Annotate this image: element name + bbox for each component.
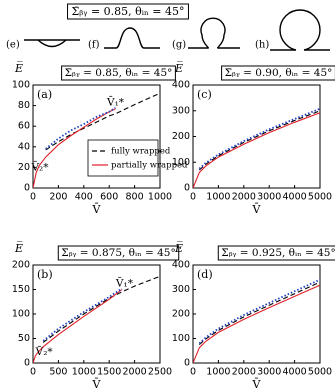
x-axis-label: V̄: [252, 378, 262, 389]
legend-label: partially wrapped: [111, 161, 188, 171]
y-tick-label: 300: [172, 284, 190, 295]
x-tick-label: 500: [49, 367, 67, 378]
shape-label: (f): [88, 40, 100, 51]
x-tick-label: 5000: [308, 367, 332, 378]
y-tick-label: 100: [12, 309, 30, 320]
shape-label: (e): [6, 40, 20, 51]
series-line: [198, 110, 320, 171]
y-tick-label: 0: [24, 358, 30, 369]
y-tick-label: 20: [18, 162, 30, 173]
x-tick-label: 0: [30, 192, 36, 203]
shape-h: [270, 9, 330, 51]
y-tick-label: 0: [184, 183, 190, 194]
x-tick-label: 2500: [148, 367, 172, 378]
x-tick-label: 600: [100, 192, 118, 203]
series-line: [193, 284, 320, 363]
x-tick-label: 1000: [72, 367, 96, 378]
y-axis-label: E̅: [174, 241, 183, 255]
y-axis-label: E̅: [174, 61, 183, 75]
x-tick-label: 0: [190, 367, 196, 378]
x-axis-label: V̄: [92, 203, 102, 216]
chart-title: Σ̄ᵦᵧ = 0.85, θᵢₙ = 45°: [65, 67, 173, 79]
x-tick-label: 2000: [232, 192, 256, 203]
x-tick-label: 800: [126, 192, 144, 203]
panel-label: (c): [197, 88, 212, 101]
series-line: [198, 281, 320, 346]
series-line: [198, 107, 320, 170]
chart-title: Σ̄ᵦᵧ = 0.925, θᵢₙ = 45°: [221, 247, 335, 259]
series-line: [42, 275, 160, 343]
title-box: [217, 245, 335, 261]
x-tick-label: 4000: [283, 192, 307, 203]
plot-frame: [192, 84, 321, 189]
shape-label: (g): [172, 40, 186, 51]
series-line: [33, 108, 116, 188]
shape-e-cap: [37, 39, 67, 48]
y-tick-label: 150: [12, 284, 30, 295]
y-tick-label: 100: [12, 80, 30, 91]
title-box: [221, 65, 335, 81]
series-line: [42, 287, 123, 342]
y-tick-label: 300: [172, 105, 190, 116]
shape-f: [104, 27, 160, 49]
x-tick-label: 400: [75, 192, 93, 203]
y-tick-label: 40: [18, 141, 30, 152]
y-tick-label: 50: [18, 333, 30, 344]
y-tick-label: 0: [24, 183, 30, 194]
shape-g: [188, 17, 240, 49]
x-tick-label: 0: [30, 367, 36, 378]
title-box: [57, 245, 180, 261]
x-tick-label: 3000: [257, 367, 281, 378]
annotation: V̄₂*: [30, 160, 49, 173]
y-tick-label: 200: [12, 260, 30, 271]
panel-label: (b): [37, 268, 53, 281]
series-line: [45, 92, 160, 151]
shape-label: (h): [255, 40, 269, 51]
y-tick-label: 80: [18, 100, 30, 111]
x-tick-label: 2000: [232, 367, 256, 378]
y-tick-label: 200: [172, 131, 190, 142]
plot-frame: [32, 84, 161, 189]
series-line: [45, 106, 116, 150]
x-tick-label: 1000: [148, 192, 172, 203]
title-box: [61, 65, 176, 81]
annotation: V̄₂*: [35, 345, 54, 358]
header-title: Σ̄ᵦᵧ = 0.85, θᵢₙ = 45°: [72, 5, 185, 18]
legend-label: fully wrapped: [111, 147, 171, 157]
panel-label: (d): [197, 268, 213, 281]
x-tick-label: 1000: [206, 192, 230, 203]
x-axis-label: V̄: [252, 203, 262, 216]
plot-frame: [192, 264, 321, 364]
x-tick-label: 0: [190, 192, 196, 203]
panel-label: (a): [37, 88, 52, 101]
y-tick-label: 60: [18, 121, 30, 132]
annotation: V̄₁*: [106, 96, 125, 109]
y-tick-label: 100: [172, 157, 190, 168]
plot-frame: [32, 264, 161, 364]
x-tick-label: 5000: [308, 192, 332, 203]
y-tick-label: 400: [172, 260, 190, 271]
x-tick-label: 2000: [123, 367, 147, 378]
y-axis-label: E̅: [14, 61, 23, 75]
legend-box: [87, 139, 159, 177]
series-line: [198, 278, 320, 345]
y-tick-label: 0: [184, 358, 190, 369]
y-axis-label: E̅: [14, 241, 23, 255]
x-axis-label: V̄: [92, 378, 102, 389]
series-line: [193, 112, 320, 188]
title-box: [67, 3, 189, 20]
y-tick-label: 100: [172, 333, 190, 344]
y-tick-label: 200: [172, 309, 190, 320]
chart-title: Σ̄ᵦᵧ = 0.875, θᵢₙ = 45°: [61, 247, 175, 259]
x-tick-label: 200: [49, 192, 67, 203]
x-tick-label: 1000: [206, 367, 230, 378]
series-line: [33, 289, 123, 363]
chart-title: Σ̄ᵦᵧ = 0.90, θᵢₙ = 45°: [225, 67, 333, 79]
x-tick-label: 4000: [283, 367, 307, 378]
y-tick-label: 400: [172, 80, 190, 91]
x-tick-label: 1500: [97, 367, 121, 378]
annotation: V̄₁*: [115, 277, 134, 290]
x-tick-label: 3000: [257, 192, 281, 203]
